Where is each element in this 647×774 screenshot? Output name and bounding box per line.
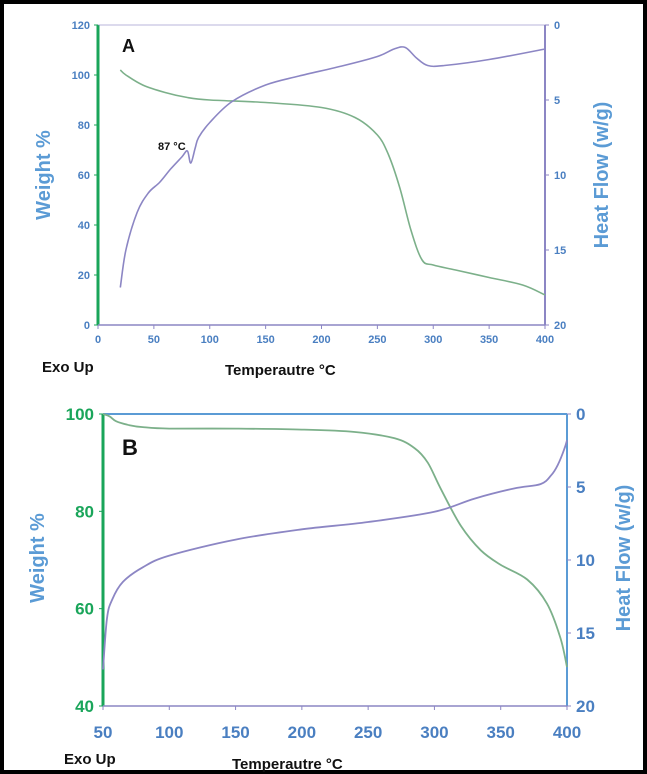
panel-b-x-tick-label: 250 <box>354 723 382 742</box>
panel-b-exo-up-note: Exo Up <box>64 751 116 768</box>
panel-a-right-tick-label: 0 <box>554 20 560 32</box>
panel-a-x-tick-label: 50 <box>148 334 160 346</box>
panel-b-x-tick-label: 100 <box>155 723 183 742</box>
panel-b-x-tick-label: 350 <box>487 723 515 742</box>
panel-b-left-tick-label: 60 <box>75 600 94 619</box>
panel-b-right-tick-label: 5 <box>576 478 585 497</box>
panel-a-x-tick-label: 350 <box>480 334 498 346</box>
panel-a-left-tick-label: 120 <box>72 20 90 32</box>
panel-b-heat-flow-line <box>102 440 568 670</box>
panel-a-x-axis-title: Temperautre °C <box>225 362 336 379</box>
panel-b-left-tick-label: 40 <box>75 697 94 716</box>
panel-b-x-tick-label: 300 <box>420 723 448 742</box>
panel-a-left-tick-label: 20 <box>78 270 90 282</box>
panel-a-x-tick-label: 0 <box>95 334 101 346</box>
panel-a-annotation-87c: 87 °C <box>158 141 186 153</box>
panel-b-right-tick-label: 20 <box>576 697 595 716</box>
panel-a-right-tick-label: 20 <box>554 320 566 332</box>
panel-a-x-tick-label: 250 <box>368 334 386 346</box>
panel-a-x-tick-label: 400 <box>536 334 554 346</box>
panel-a-exo-up-note: Exo Up <box>42 359 94 376</box>
panel-a-label: A <box>122 36 135 56</box>
panel-a-left-tick-label: 60 <box>78 170 90 182</box>
panel-a-left-tick-label: 0 <box>84 320 90 332</box>
panel-a-right-tick-label: 15 <box>554 245 566 257</box>
panel-a-x-tick-label: 150 <box>256 334 274 346</box>
panel-a-left-tick-label: 100 <box>72 70 90 82</box>
panel-b-x-tick-label: 150 <box>221 723 249 742</box>
panel-b-x-tick-label: 200 <box>288 723 316 742</box>
panel-b-right-tick-label: 15 <box>576 624 595 643</box>
panel-a: A 87 °C Weight % Heat Flow (w/g) Exo Up … <box>33 20 613 379</box>
panel-b-x-axis-title: Temperautre °C <box>232 756 343 773</box>
panel-a-left-tick-label: 80 <box>78 120 90 132</box>
panel-a-x-tick-label: 100 <box>201 334 219 346</box>
panel-b-right-axis-title: Heat Flow (w/g) <box>613 485 635 632</box>
panel-a-right-tick-label: 10 <box>554 170 566 182</box>
panel-a-left-axis-title: Weight % <box>33 130 55 220</box>
panel-a-right-axis-title: Heat Flow (w/g) <box>591 102 613 249</box>
panel-b-left-axis-title: Weight % <box>27 513 49 603</box>
panel-b-x-tick-label: 400 <box>553 723 581 742</box>
panel-a-heat-flow-line <box>119 46 546 288</box>
panel-b: B Weight % Heat Flow (w/g) Exo Up Temper… <box>27 405 635 773</box>
panel-b-label: B <box>122 435 138 460</box>
panel-b-x-tick-label: 50 <box>94 723 113 742</box>
panel-b-left-tick-label: 100 <box>66 405 94 424</box>
panel-b-right-tick-label: 10 <box>576 551 595 570</box>
panel-b-left-tick-label: 80 <box>75 502 94 521</box>
panel-a-x-tick-label: 300 <box>424 334 442 346</box>
panel-a-left-tick-label: 40 <box>78 220 90 232</box>
panel-a-right-tick-label: 5 <box>554 95 560 107</box>
panel-b-weight-percent-line <box>102 413 568 668</box>
panel-b-right-tick-label: 0 <box>576 405 585 424</box>
panel-a-x-tick-label: 200 <box>312 334 330 346</box>
panel-a-weight-percent-line <box>119 69 546 296</box>
